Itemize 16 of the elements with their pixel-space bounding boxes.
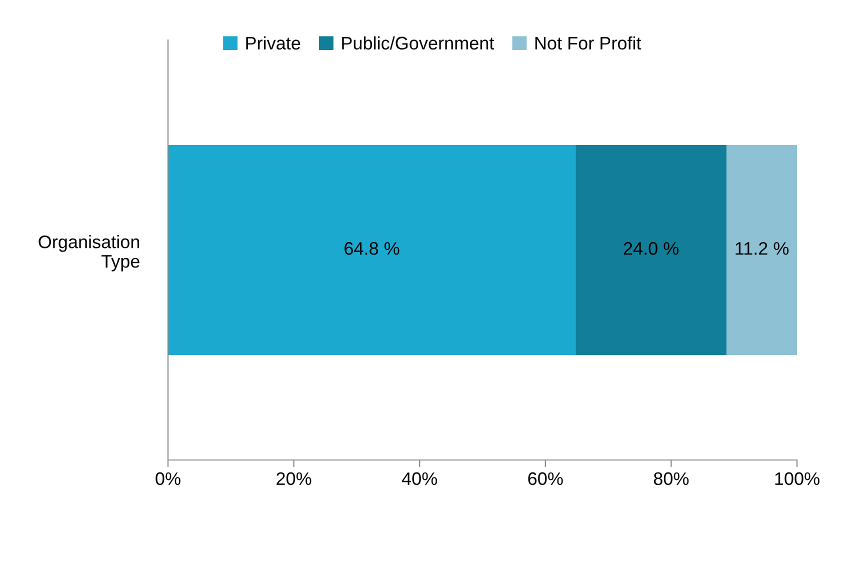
- x-tick-label: 60%: [528, 472, 563, 486]
- data-label: 11.2 %: [736, 242, 789, 255]
- x-tick-label: 80%: [654, 472, 689, 486]
- x-tick-label: 20%: [276, 472, 312, 486]
- bar: [576, 145, 727, 355]
- bar: [168, 145, 576, 355]
- data-label: 64.8 %: [344, 242, 400, 255]
- x-tick-label: 40%: [402, 472, 438, 486]
- x-tick-label: 100%: [775, 472, 820, 486]
- data-label: 24.0 %: [624, 242, 679, 255]
- x-tick-label: 0%: [156, 472, 180, 486]
- legend-label: Public/Government: [342, 36, 494, 50]
- y-tick-label: Organisation Type: [38, 235, 140, 272]
- legend-label: Private: [246, 36, 300, 50]
- bar: [726, 145, 797, 355]
- legend-label: Not For Profit: [535, 36, 642, 50]
